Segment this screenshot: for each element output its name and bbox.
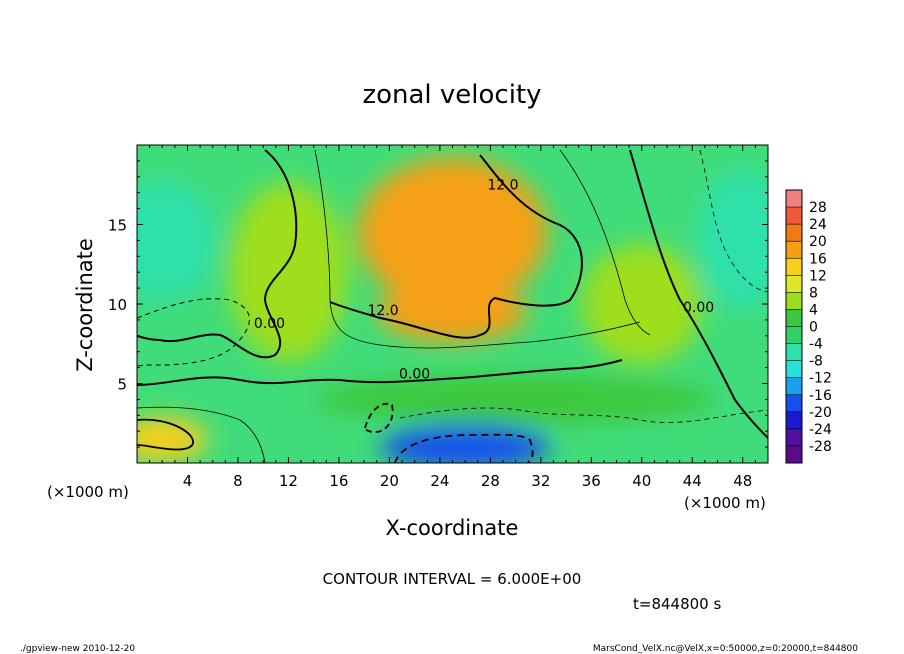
field-blob: [228, 182, 349, 363]
contour-label: 0.00: [254, 316, 285, 332]
heatmap-field: [137, 157, 768, 463]
contour-label: 0.00: [683, 300, 714, 316]
x-tick-label: 12: [279, 472, 298, 490]
y-axis-label: Z-coordinate: [73, 238, 97, 372]
x-axis-label: X-coordinate: [386, 516, 519, 540]
x-tick-label: 44: [683, 472, 702, 490]
contour-line-6-bottomleft: [137, 418, 194, 451]
colorbar-swatch: [786, 411, 802, 430]
colorbar-swatch: [786, 394, 802, 413]
field-blob: [357, 157, 548, 308]
x-tick-label: 48: [733, 472, 752, 490]
x-axis-unit: (×1000 m): [684, 494, 766, 512]
contour-line-dashed-lower: [399, 407, 768, 423]
y-tick-label: 5: [117, 376, 127, 394]
contour-line-0-left: [137, 149, 298, 359]
colorbar-swatch: [786, 326, 802, 345]
y-tick-label: 10: [108, 296, 127, 314]
x-tick-label: 28: [481, 472, 500, 490]
colorbar-swatch: [786, 445, 802, 464]
colorbar-label: 20: [809, 234, 827, 250]
x-tick-label: 4: [183, 472, 193, 490]
footer-right: MarsCond_VelX.nc@VelX,x=0:50000,z=0:2000…: [593, 644, 858, 654]
x-tick-label: 8: [233, 472, 243, 490]
field-blob: [315, 374, 716, 425]
contour-label: 12.0: [368, 303, 399, 319]
contour-label: 12.0: [487, 178, 518, 194]
contour-label: 0.00: [399, 367, 430, 383]
colorbar-swatch: [786, 428, 802, 447]
colorbar-label: 4: [809, 302, 818, 318]
time-label: t=844800 s: [633, 595, 721, 613]
contour-lines: [137, 149, 768, 463]
field-blob: [137, 417, 208, 462]
contour-line-dashed-rightedge: [699, 149, 768, 293]
x-tick-label: 32: [531, 472, 550, 490]
colorbar-label: -8: [809, 354, 823, 370]
colorbar-swatch: [786, 207, 802, 225]
colorbar-swatch: [786, 190, 802, 208]
colorbar-label: -4: [809, 337, 823, 353]
colorbar-label: 12: [809, 268, 827, 284]
contour-labels: 12.0 12.0 0.00 0.00 0.00: [254, 178, 714, 383]
colorbar-swatch: [786, 224, 802, 242]
x-axis: 4 8 12 16 20 24 28 32 36 40 44 48: [149, 145, 756, 490]
colorbar-swatch: [786, 275, 802, 293]
footer-left: ./gpview-new 2010-12-20: [20, 644, 135, 654]
chart-title: zonal velocity: [362, 80, 541, 110]
contour-line-dashed-bottom: [394, 433, 534, 463]
contour-line-thin-center: [314, 149, 641, 349]
colorbar-label: 24: [809, 217, 827, 233]
y-tick-label: 15: [108, 217, 127, 235]
colorbar-label: -24: [809, 422, 832, 438]
field-blob: [137, 180, 218, 301]
field-blob: [581, 244, 702, 364]
colorbar-label: 8: [809, 285, 818, 301]
contour-line-0-right: [629, 149, 768, 439]
colorbar-swatch: [786, 258, 802, 276]
x-tick-label: 24: [430, 472, 449, 490]
plot-area: 12.0 12.0 0.00 0.00 0.00: [136, 144, 769, 464]
colorbar-swatch: [786, 241, 802, 259]
x-tick-label: 20: [380, 472, 399, 490]
field-blob: [377, 281, 528, 342]
contour-line-thin-right: [559, 149, 651, 336]
y-axis-unit: (×1000 m): [47, 483, 129, 501]
colorbar-swatch: [786, 292, 802, 310]
colorbar-swatch: [786, 377, 802, 396]
contour-line-dashed-left: [137, 298, 250, 367]
x-tick-label: 40: [632, 472, 651, 490]
colorbar-label: -28: [809, 439, 832, 455]
colorbar-label: 28: [809, 200, 827, 216]
contour-line-0-mid: [137, 359, 623, 386]
colorbar-label: 16: [809, 251, 827, 267]
x-tick-label: 16: [329, 472, 348, 490]
colorbar-label: -12: [809, 371, 832, 387]
colorbar-label: 0: [809, 320, 818, 336]
contour-line-dashed-small: [364, 402, 394, 433]
colorbar-label: -16: [809, 388, 832, 404]
y-axis: 5 10 15: [108, 160, 768, 448]
contour-line-12-upper: [329, 154, 583, 339]
contour-line-thin-bottom: [137, 406, 266, 463]
colorbar-label: -20: [809, 405, 832, 421]
colorbar-swatch: [786, 360, 802, 379]
colorbar-swatch: [786, 309, 802, 327]
contour-interval: CONTOUR INTERVAL = 6.000E+00: [323, 570, 582, 588]
colorbar-swatch: [786, 343, 802, 362]
field-blob: [697, 170, 768, 311]
x-tick-label: 36: [582, 472, 601, 490]
